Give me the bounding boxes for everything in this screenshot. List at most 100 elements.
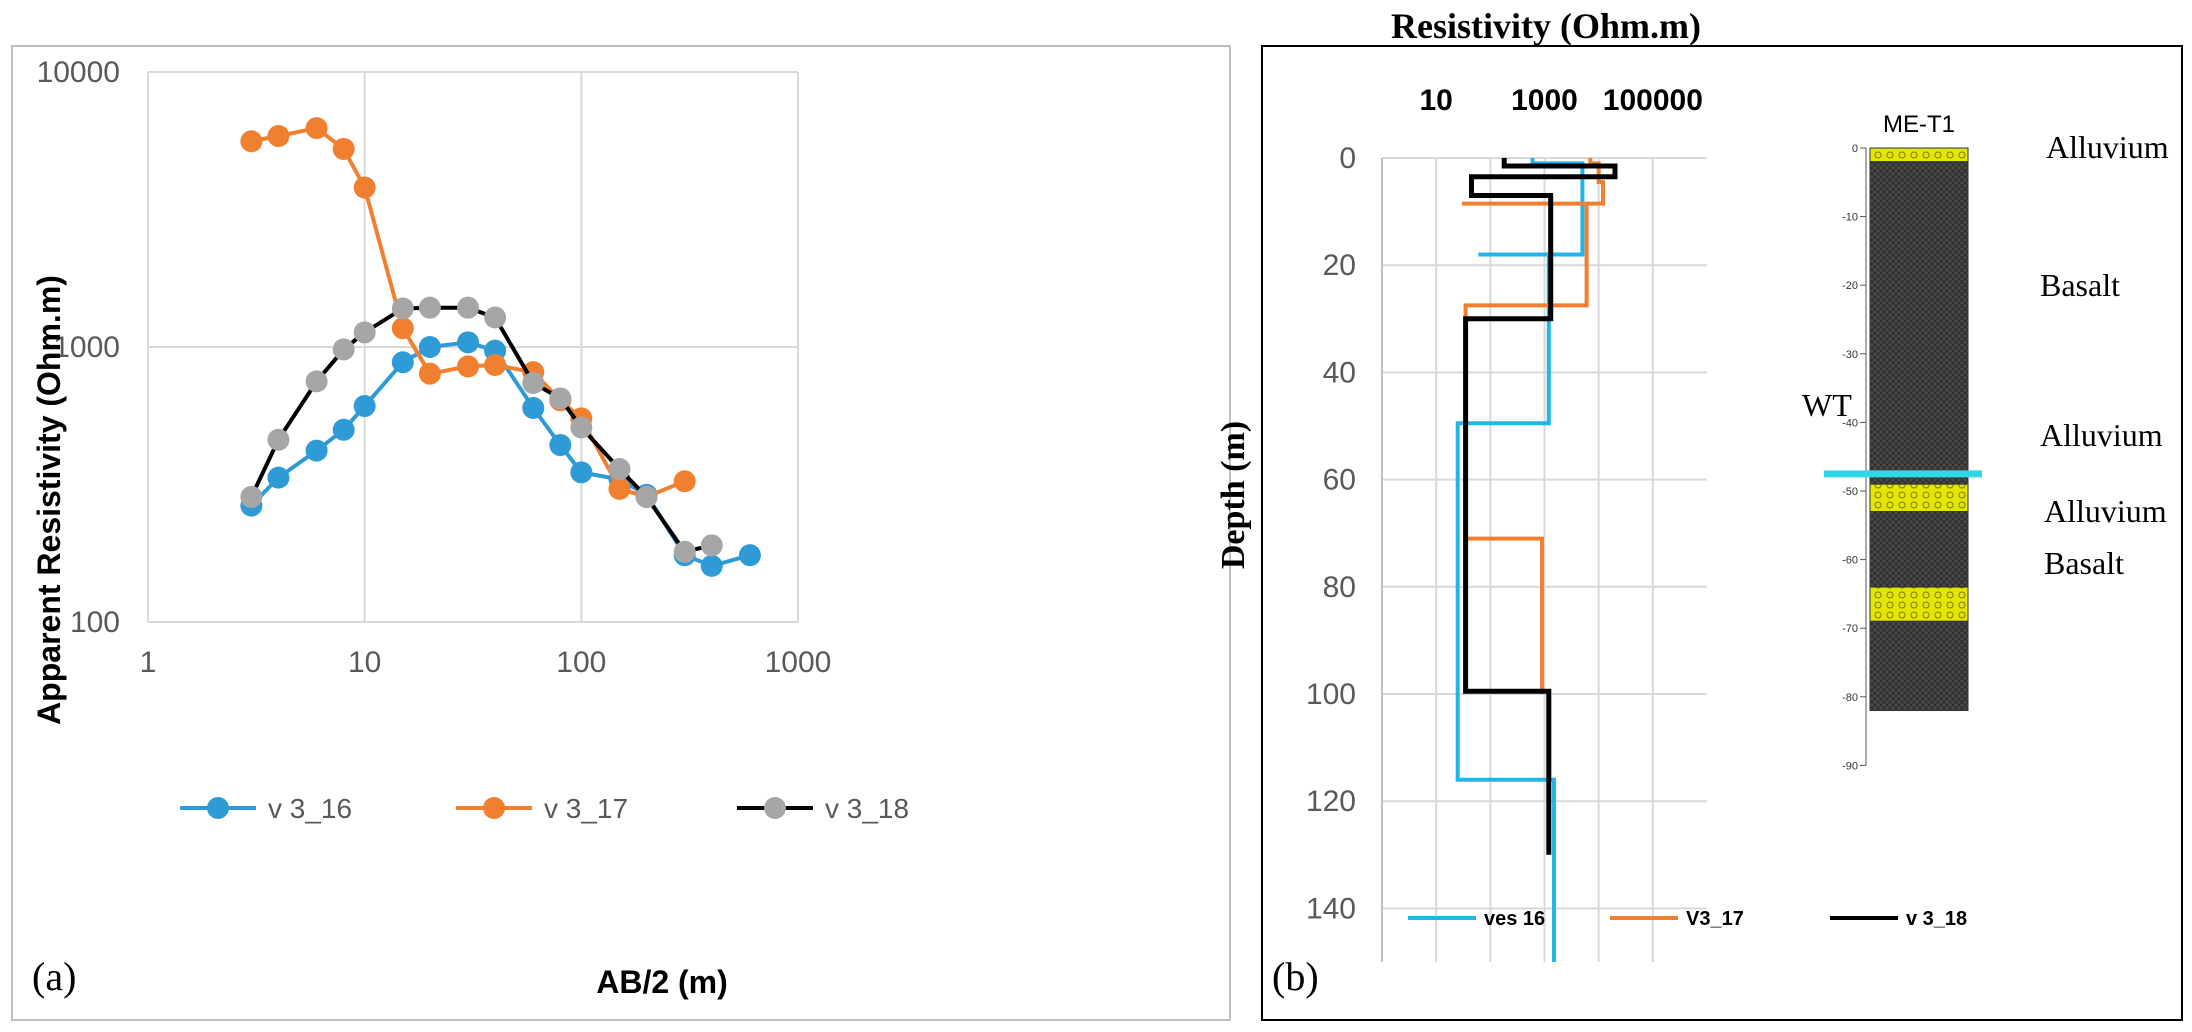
data-point xyxy=(457,331,480,354)
legend-swatch-marker xyxy=(483,797,505,819)
data-point xyxy=(332,137,355,160)
panel-a-label: (a) xyxy=(32,954,76,999)
y-tick-label: 120 xyxy=(1306,785,1356,818)
data-point xyxy=(305,439,328,462)
data-point xyxy=(700,534,723,557)
data-point xyxy=(305,117,328,140)
log-layer-label: Alluvium xyxy=(2044,493,2167,529)
x-tick-label: 10 xyxy=(1419,84,1452,117)
panel-b-legend: ves 16 V3_17 v 3_18 xyxy=(1408,908,1967,930)
legend-label: v 3_18 xyxy=(1906,908,1967,930)
log-depth-label: -40 xyxy=(1842,417,1858,429)
log-depth-label: 0 xyxy=(1852,143,1858,155)
panel-b-gridlines xyxy=(1381,157,1707,962)
data-point xyxy=(391,297,414,320)
data-point xyxy=(240,130,263,153)
legend-swatch-marker xyxy=(207,797,229,819)
data-point xyxy=(332,338,355,361)
data-point xyxy=(418,296,441,319)
y-tick-label: 10000 xyxy=(37,56,120,89)
data-point xyxy=(353,321,376,344)
data-point xyxy=(457,296,480,319)
log-layer-label: Alluvium xyxy=(2040,417,2163,453)
data-point xyxy=(700,554,723,577)
data-point xyxy=(353,395,376,418)
x-tick-label: 10 xyxy=(348,646,381,679)
log-depth-label: -60 xyxy=(1842,555,1858,567)
panel-b-y-axis-label: Depth (m) xyxy=(1215,421,1252,569)
log-title: ME-T1 xyxy=(1883,111,1955,138)
data-point xyxy=(608,458,631,481)
y-tick-label: 20 xyxy=(1323,249,1356,282)
log-layer-alluvium xyxy=(1869,586,1969,622)
log-depth-label: -90 xyxy=(1842,760,1858,772)
log-layer-alluvium xyxy=(1869,483,1969,513)
data-point xyxy=(549,434,572,457)
series-line-v3_18 xyxy=(1463,158,1618,855)
data-point xyxy=(267,428,290,451)
y-tick-label: 1000 xyxy=(53,331,120,364)
data-point xyxy=(570,416,593,439)
data-point xyxy=(267,125,290,148)
legend-label: V3_17 xyxy=(1686,908,1744,930)
legend-label: v 3_18 xyxy=(825,793,909,824)
data-point xyxy=(418,362,441,385)
data-point xyxy=(391,317,414,340)
panel-a-tick-labels: 1 10 100 1000 100 1000 10000 xyxy=(37,56,832,679)
panel-b-frame xyxy=(1261,45,2183,1021)
series-line-v3_18 xyxy=(249,305,713,554)
data-point xyxy=(240,485,263,508)
panel-b-tick-labels: 10 1000 100000 0 20 40 60 80 100 120 140 xyxy=(1306,84,1703,925)
log-depth-label: -50 xyxy=(1842,486,1858,498)
data-point xyxy=(635,485,658,508)
panel-b-label: (b) xyxy=(1272,954,1319,999)
legend-label: ves 16 xyxy=(1484,908,1545,930)
data-point xyxy=(305,370,328,393)
data-point xyxy=(267,466,290,489)
log-depth-label: -30 xyxy=(1842,349,1858,361)
y-tick-label: 60 xyxy=(1323,464,1356,497)
data-point xyxy=(332,418,355,441)
panel-b-series xyxy=(1455,158,1618,962)
data-point xyxy=(738,544,761,567)
log-layer-basalt xyxy=(1869,511,1969,588)
log-depth-label: -20 xyxy=(1842,280,1858,292)
panel-a-frame xyxy=(11,45,1231,1021)
x-tick-label: 100000 xyxy=(1603,84,1703,117)
panel-a-x-axis-label: AB/2 (m) xyxy=(596,964,728,1000)
y-tick-label: 100 xyxy=(70,606,120,639)
data-point xyxy=(484,354,507,377)
legend-label: v 3_17 xyxy=(544,793,628,824)
log-layer-label: Basalt xyxy=(2044,545,2124,581)
data-point xyxy=(608,477,631,500)
x-tick-label: 1000 xyxy=(765,646,832,679)
y-tick-label: 0 xyxy=(1339,142,1356,175)
borehole-log: ME-T1 0 -10 -20 -30 -40 -50 -60 -70 -80 -90 Alluviu… xyxy=(1802,111,2169,772)
y-tick-label: 80 xyxy=(1323,571,1356,604)
y-tick-label: 100 xyxy=(1306,678,1356,711)
legend-swatch-marker xyxy=(764,797,786,819)
panel-a-legend: v 3_16 v 3_17 v 3_18 xyxy=(180,793,909,824)
data-point xyxy=(549,387,572,410)
data-point xyxy=(522,397,545,420)
log-depth-label: -80 xyxy=(1842,692,1858,704)
log-layer-basalt xyxy=(1869,161,1969,485)
data-point xyxy=(673,540,696,563)
x-tick-label: 100 xyxy=(556,646,606,679)
data-point xyxy=(457,355,480,378)
data-point xyxy=(484,306,507,329)
log-layer-label: Basalt xyxy=(2040,267,2120,303)
y-tick-label: 140 xyxy=(1306,892,1356,925)
panel-a-series xyxy=(240,117,761,577)
panel-b-title: Resistivity (Ohm.m) xyxy=(1391,6,1701,46)
log-layer-alluvium xyxy=(1869,147,1969,163)
log-depth-label: -70 xyxy=(1842,623,1858,635)
legend-label: v 3_16 xyxy=(268,793,352,824)
data-point xyxy=(522,371,545,394)
data-point xyxy=(353,176,376,199)
data-point xyxy=(391,351,414,374)
x-tick-label: 1 xyxy=(140,646,157,679)
data-point xyxy=(673,470,696,493)
log-layer-basalt xyxy=(1869,620,1969,712)
